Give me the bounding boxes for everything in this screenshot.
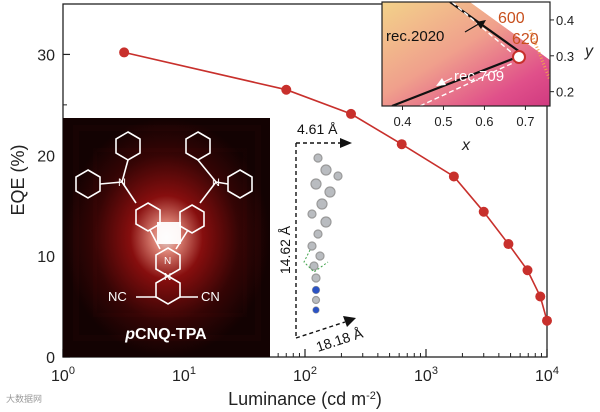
x-tick-label: 100 bbox=[51, 365, 75, 385]
y-tick-label: 20 bbox=[37, 148, 55, 165]
data-point bbox=[448, 171, 459, 182]
nitrogen-label-core-bottom: N bbox=[164, 272, 171, 283]
y-tick-label: 30 bbox=[37, 47, 55, 64]
data-point bbox=[346, 108, 357, 119]
inset-label-620: 620 bbox=[512, 31, 539, 48]
dimension-label-height: 14.62 Å bbox=[277, 225, 293, 274]
substituent-label-cn: CN bbox=[201, 289, 220, 304]
nitrogen-label-left: N bbox=[118, 177, 126, 189]
dimension-label-length: 18.18 Å bbox=[314, 325, 365, 355]
data-point bbox=[281, 84, 292, 95]
eqe-series bbox=[119, 47, 552, 326]
substituent-label-nc: NC bbox=[108, 289, 127, 304]
inset-x-tick-label: 0.6 bbox=[475, 114, 493, 129]
arrowhead-top bbox=[340, 138, 352, 148]
inset-x-tick-label: 0.5 bbox=[434, 114, 452, 129]
inset-y-label: y bbox=[584, 43, 594, 60]
x-tick-label: 103 bbox=[414, 365, 438, 385]
data-point bbox=[503, 239, 514, 250]
cie-inset: rec.2020 rec.709 600 620 0.4 0.5 0.6 0.7 0.2… bbox=[381, 1, 594, 154]
nitrogen-label-core-top: N bbox=[164, 256, 171, 267]
data-point bbox=[522, 265, 533, 276]
y-axis-label: EQE (%) bbox=[8, 144, 28, 215]
inset-label-rec2020: rec.2020 bbox=[386, 28, 444, 45]
x-tick-label: 101 bbox=[172, 365, 196, 385]
data-point bbox=[396, 139, 407, 150]
inset-ticks: 0.4 0.5 0.6 0.7 0.2 0.3 0.4 bbox=[393, 13, 574, 129]
inset-y-tick-label: 0.2 bbox=[556, 85, 574, 100]
x-axis-label: Luminance (cd m-2) bbox=[228, 389, 382, 409]
dimension-label-width: 4.61 Å bbox=[297, 121, 338, 137]
nitrogen-label-right: N bbox=[212, 177, 220, 189]
x-tick-label: 102 bbox=[293, 365, 317, 385]
inset-label-rec709: rec.709 bbox=[454, 68, 504, 85]
watermark-text: 大数据网 bbox=[6, 393, 42, 404]
electroluminescence-image bbox=[63, 118, 270, 357]
series-line bbox=[123, 51, 548, 321]
dimension-arrows bbox=[295, 142, 346, 339]
inset-y-tick-label: 0.3 bbox=[556, 49, 574, 64]
inset-x-tick-label: 0.4 bbox=[393, 114, 411, 129]
y-tick-label: 0 bbox=[46, 350, 55, 367]
arrowhead-diagonal bbox=[343, 316, 356, 327]
inset-label-600: 600 bbox=[498, 10, 525, 27]
molecule-structure bbox=[75, 131, 253, 305]
x-axis-ticks: 100 101 102 103 104 bbox=[51, 349, 559, 385]
molecule-name-label: pCNQ-TPA bbox=[124, 326, 207, 343]
data-point bbox=[119, 47, 130, 58]
data-point bbox=[478, 206, 489, 217]
molecule-3d-model bbox=[303, 153, 343, 314]
y-tick-label: 10 bbox=[37, 249, 55, 266]
inset-y-tick-label: 0.4 bbox=[556, 13, 574, 28]
inset-x-label: x bbox=[461, 137, 471, 154]
data-point bbox=[542, 315, 552, 326]
x-tick-label: 104 bbox=[535, 365, 559, 385]
data-point bbox=[535, 291, 546, 302]
inset-x-tick-label: 0.7 bbox=[516, 114, 534, 129]
